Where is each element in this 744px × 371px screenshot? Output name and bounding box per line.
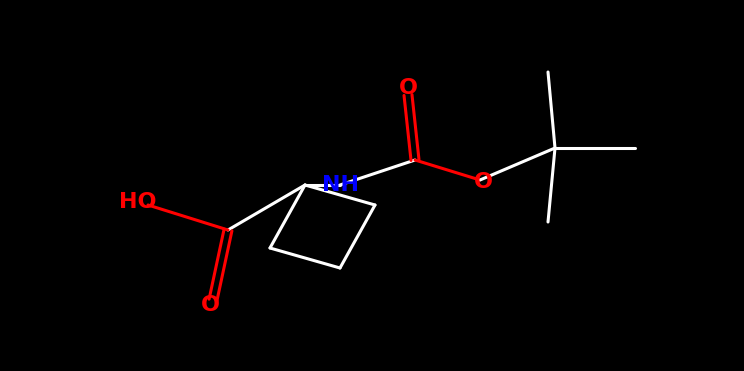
Text: NH: NH <box>321 175 359 195</box>
Text: O: O <box>473 172 493 192</box>
Text: HO: HO <box>119 192 157 212</box>
Text: O: O <box>399 78 417 98</box>
Text: O: O <box>200 295 219 315</box>
